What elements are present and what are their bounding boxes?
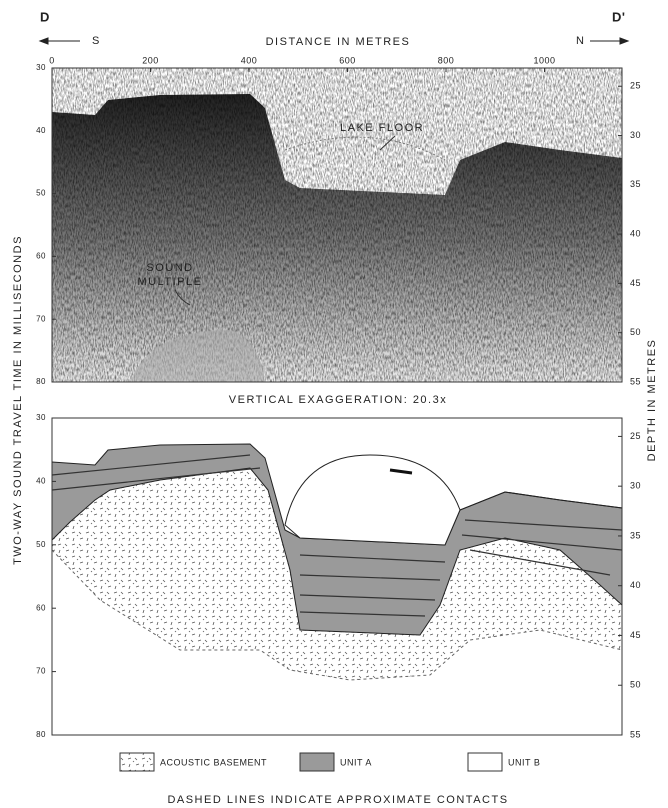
x-tick-label: 400	[241, 55, 258, 65]
x-tick-label: 0	[49, 55, 55, 65]
figure: D D' S DISTANCE IN METRES N LAKE FLOOR S…	[0, 0, 668, 808]
depth-tick-label: 50	[630, 327, 641, 337]
legend-swatch	[120, 753, 154, 771]
time-tick-label: 70	[36, 314, 46, 323]
legend-swatch	[468, 753, 502, 771]
direction-north: N	[576, 35, 585, 47]
profile-end: D'	[612, 9, 625, 24]
time-tick-label: 40	[36, 126, 46, 135]
time-tick-label: 60	[36, 603, 46, 612]
exaggeration-note: VERTICAL EXAGGERATION: 20.3x	[229, 394, 447, 406]
legend-label: ACOUSTIC BASEMENT	[160, 757, 267, 767]
depth-tick-label: 55	[630, 729, 641, 739]
x-tick-label: 200	[142, 55, 159, 65]
depth-tick-label: 55	[630, 376, 641, 386]
depth-tick-label: 35	[630, 179, 641, 189]
time-tick-label: 80	[36, 730, 46, 739]
interpretation	[52, 444, 622, 680]
sound-multiple-label: SOUND	[146, 262, 193, 274]
depth-tick-label: 30	[630, 130, 641, 140]
depth-axis-title: DEPTH IN METRES	[646, 339, 658, 462]
time-tick-label: 30	[36, 413, 46, 422]
depth-tick-label: 30	[630, 481, 641, 491]
time-tick-label: 30	[36, 63, 46, 72]
time-tick-label: 50	[36, 540, 46, 549]
depth-tick-label: 35	[630, 530, 641, 540]
sound-multiple-label: MULTIPLE	[138, 276, 203, 288]
time-axis-title: TWO-WAY SOUND TRAVEL TIME IN MILLISECOND…	[12, 235, 24, 565]
time-tick-label: 70	[36, 667, 46, 676]
x-axis-title: DISTANCE IN METRES	[266, 36, 411, 48]
legend-label: UNIT B	[508, 757, 540, 767]
depth-tick-label: 45	[630, 630, 641, 640]
x-tick-label: 600	[339, 55, 356, 65]
time-tick-label: 60	[36, 252, 46, 261]
legend-label: UNIT A	[340, 757, 372, 767]
legend-swatch	[300, 753, 334, 771]
x-tick-label: 800	[438, 55, 455, 65]
time-tick-label: 40	[36, 477, 46, 486]
depth-tick-label: 25	[630, 431, 641, 441]
time-tick-label: 80	[36, 377, 46, 386]
depth-tick-label: 25	[630, 81, 641, 91]
footnote: DASHED LINES INDICATE APPROXIMATE CONTAC…	[167, 794, 508, 806]
time-tick-label: 50	[36, 189, 46, 198]
depth-tick-label: 40	[630, 580, 641, 590]
direction-south: S	[92, 35, 101, 47]
depth-tick-label: 40	[630, 228, 641, 238]
lake-floor-label: LAKE FLOOR	[340, 122, 424, 134]
x-tick-label: 1000	[533, 55, 555, 65]
arrow-left	[40, 38, 80, 44]
profile-start: D	[40, 9, 50, 24]
seismic-record	[52, 68, 622, 382]
depth-tick-label: 50	[630, 680, 641, 690]
depth-tick-label: 45	[630, 278, 641, 288]
arrow-right	[590, 38, 628, 44]
